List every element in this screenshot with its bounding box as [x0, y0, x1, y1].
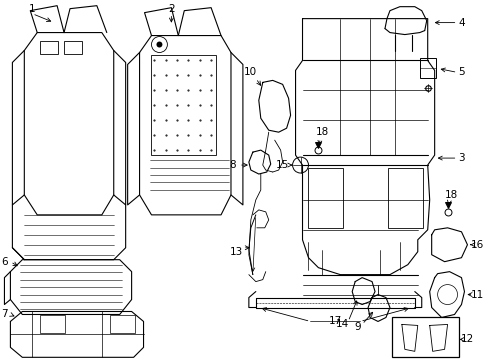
- Text: 9: 9: [355, 323, 362, 332]
- Text: 11: 11: [471, 289, 484, 300]
- Text: 18: 18: [316, 127, 329, 137]
- Text: 2: 2: [168, 4, 174, 14]
- Text: 5: 5: [458, 67, 465, 77]
- Bar: [420, 58, 436, 78]
- Bar: [388, 168, 423, 228]
- Text: 13: 13: [229, 247, 243, 257]
- Text: 3: 3: [458, 153, 465, 163]
- Text: 18: 18: [445, 190, 458, 200]
- Circle shape: [156, 41, 162, 48]
- Text: 17: 17: [329, 316, 342, 327]
- Text: 8: 8: [230, 160, 236, 170]
- Bar: [110, 315, 135, 333]
- Bar: [40, 315, 65, 333]
- Bar: [40, 41, 58, 54]
- Text: 4: 4: [458, 18, 465, 28]
- Bar: [392, 318, 460, 357]
- Text: 7: 7: [1, 310, 8, 319]
- Text: 6: 6: [1, 257, 8, 267]
- Text: 12: 12: [461, 334, 474, 345]
- Text: 10: 10: [245, 67, 257, 77]
- Text: 15: 15: [276, 160, 289, 170]
- Text: 14: 14: [336, 319, 349, 329]
- Bar: [309, 168, 343, 228]
- Text: 1: 1: [29, 4, 36, 14]
- Bar: [151, 55, 216, 155]
- Bar: [64, 41, 82, 54]
- Text: 16: 16: [471, 240, 484, 250]
